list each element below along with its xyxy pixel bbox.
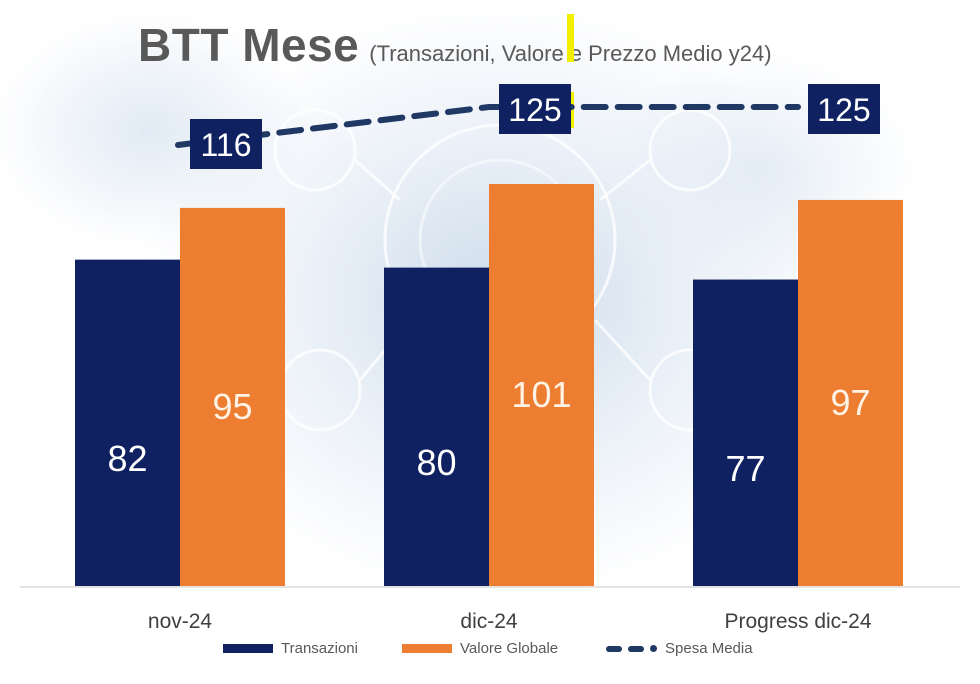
data-label-transazioni-3: 77 [725,448,765,489]
legend-label-valore-globale: Valore Globale [460,640,559,657]
yellow-marker [567,14,574,62]
chart-legend: Transazioni Valore Globale Spesa Media [0,640,980,662]
x-tick-label-3: Progress dic-24 [724,610,871,633]
legend-swatch-spesa-media [606,645,657,652]
data-label-valore-globale-2: 101 [511,374,571,415]
spesa-media-label-3: 125 [817,92,870,128]
x-tick-label-2: dic-24 [460,610,518,633]
legend-label-transazioni: Transazioni [281,640,358,657]
spesa-media-label-box-2 [499,84,571,134]
bar-transazioni-2 [384,267,489,586]
spesa-media-label-2: 125 [508,92,561,128]
legend-swatch-transazioni [223,644,273,653]
chart-title-main: BTT Mese [138,19,360,71]
bar-transazioni-1 [75,259,180,586]
data-label-valore-globale-1: 95 [212,386,252,427]
bar-valore-globale-3 [798,199,903,586]
spesa-media-line [175,104,801,148]
x-tick-label-1: nov-24 [148,610,213,633]
spesa-media-label-box-3 [808,84,880,134]
bar-valore-globale-1 [180,207,285,586]
data-label-valore-globale-3: 97 [830,382,870,423]
data-label-transazioni-1: 82 [107,438,147,479]
data-label-transazioni-2: 80 [416,442,456,483]
spesa-media-label-box-1 [190,119,262,169]
legend-label-spesa-media: Spesa Media [665,640,753,657]
legend-swatch-valore-globale [402,644,452,653]
legend-item-transazioni: Transazioni [223,640,358,657]
bar-transazioni-3 [693,279,798,586]
legend-item-spesa-media: Spesa Media [606,640,753,657]
legend-item-valore-globale: Valore Globale [402,640,558,657]
spesa-media-label-1: 116 [200,127,251,163]
bar-valore-globale-2 [489,184,594,586]
